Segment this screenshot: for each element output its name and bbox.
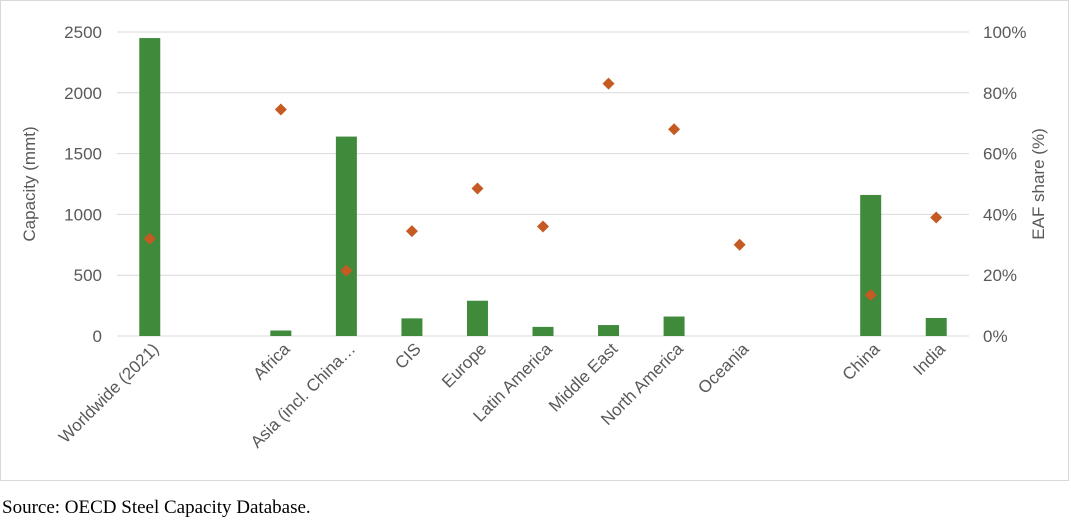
- bar: [335, 136, 357, 336]
- y-tick-label: 1500: [64, 145, 102, 164]
- bar: [401, 318, 423, 336]
- bar-scatter-chart: 0 500 1000 1500 2000 2500 0% 20% 40% 60% 80% 100% Ca…: [20, 23, 1048, 452]
- bar: [925, 318, 947, 336]
- eaf-share-point: [340, 264, 353, 277]
- y2-tick-label: 40%: [983, 205, 1017, 224]
- chart-area: 0 500 1000 1500 2000 2500 0% 20% 40% 60% 80% 100% Ca…: [0, 0, 1069, 481]
- eaf-share-point: [537, 220, 549, 233]
- eaf-share-point: [930, 211, 943, 224]
- y-tick-label: 2500: [64, 23, 102, 42]
- y2-tick-label: 80%: [983, 84, 1017, 103]
- bar: [663, 316, 685, 336]
- eaf-share-point: [405, 225, 418, 238]
- y-tick-label: 1000: [64, 205, 102, 224]
- bar: [270, 330, 292, 336]
- x-tick-label: CIS: [391, 339, 424, 372]
- x-tick-label: Europe: [438, 339, 490, 391]
- x-tick-label: China: [839, 339, 884, 384]
- eaf-share-point: [733, 238, 746, 251]
- x-tick-label: Africa: [250, 339, 295, 384]
- source-note: Source: OECD Steel Capacity Database.: [2, 497, 311, 518]
- eaf-share-point: [274, 103, 287, 116]
- y2-tick-label: 60%: [983, 145, 1017, 164]
- eaf-share-point: [864, 288, 877, 301]
- eaf-share-point: [602, 77, 615, 90]
- y-tick-label: 500: [74, 266, 102, 285]
- x-tick-label: Worldwide (2021): [55, 339, 162, 446]
- y-tick-label: 0: [93, 327, 102, 346]
- bar: [532, 326, 554, 336]
- bar: [598, 325, 620, 336]
- y2-tick-label: 100%: [983, 23, 1026, 42]
- y2-tick-label: 20%: [983, 266, 1017, 285]
- y2-tick-label: 0%: [983, 327, 1008, 346]
- bar: [466, 300, 488, 336]
- y-axis-title: Capacity (mmt): [20, 126, 39, 241]
- x-tick-label: Oceania: [694, 339, 753, 398]
- bar: [860, 194, 882, 336]
- eaf-share-point: [143, 232, 156, 245]
- bar: [139, 38, 161, 337]
- eaf-share-point: [471, 182, 484, 195]
- x-tick-label: India: [910, 339, 950, 379]
- y2-axis-title: EAF share (%): [1029, 128, 1048, 239]
- eaf-share-point: [668, 123, 681, 136]
- y-tick-label: 2000: [64, 84, 102, 103]
